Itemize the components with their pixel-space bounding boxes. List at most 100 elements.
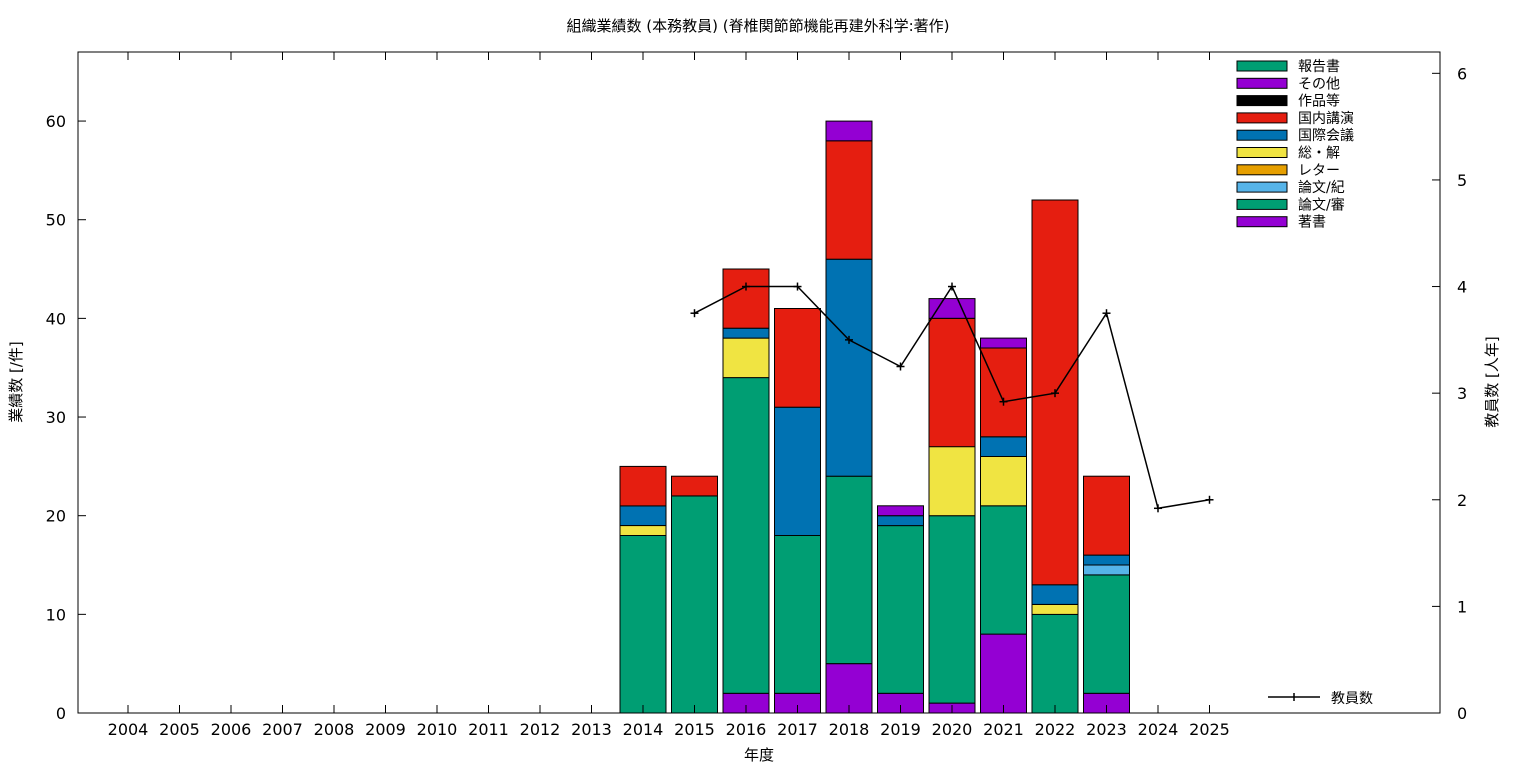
legend-swatch-国内講演 — [1236, 112, 1288, 124]
legend-label-teacher-count: 教員数 — [1331, 691, 1373, 707]
bar-2014-国際会議 — [619, 505, 667, 526]
x-tick-label: 2023 — [1086, 720, 1127, 739]
x-tick-label: 2013 — [571, 720, 612, 739]
legend-label-論文/紀: 論文/紀 — [1298, 180, 1345, 196]
bar-2023-論文/紀 — [1083, 564, 1130, 576]
x-tick-label: 2010 — [417, 720, 458, 739]
legend-label-作品等: 作品等 — [1298, 93, 1340, 110]
y-tick-label: 40 — [46, 309, 66, 328]
legend-label-国内講演: 国内講演 — [1298, 111, 1354, 127]
y2-tick-label: 1 — [1457, 597, 1467, 616]
y2-axis-title: 教員数 [人年] — [1483, 336, 1501, 427]
x-tick-label: 2006 — [211, 720, 252, 739]
legend-label-報告書: 報告書 — [1298, 59, 1340, 75]
bar-2022-総・解 — [1031, 604, 1079, 615]
chart-title: 組織業績数 (本務教員) (脊椎関節節機能再建外科学:著作) — [566, 17, 949, 35]
legend-swatch-レター — [1236, 164, 1288, 176]
bar-2017-国内講演 — [774, 308, 821, 408]
teacher-count-point-2022 — [1051, 389, 1059, 398]
bar-2015-国内講演 — [671, 475, 718, 497]
x-tick-label: 2011 — [468, 720, 509, 739]
legend-swatch-作品等 — [1236, 95, 1288, 107]
x-tick-label: 2019 — [880, 720, 921, 739]
x-tick-label: 2008 — [314, 720, 355, 739]
y2-tick-label: 5 — [1457, 171, 1467, 190]
legend-label-論文/審: 論文/審 — [1298, 197, 1345, 213]
x-tick-label: 2021 — [983, 720, 1024, 739]
teacher-count-point-2020 — [948, 282, 956, 291]
x-tick-label: 2018 — [829, 720, 870, 739]
x-tick-label: 2007 — [262, 720, 303, 739]
bar-2021-国際会議 — [980, 436, 1027, 457]
bar-2018-国内講演 — [825, 140, 873, 260]
bar-2023-国際会議 — [1083, 554, 1130, 566]
y-tick-label: 50 — [46, 211, 66, 230]
legend-label-国際会議: 国際会議 — [1298, 127, 1354, 144]
teacher-count-point-2015 — [690, 309, 699, 318]
legend-swatch-国際会議 — [1236, 129, 1288, 141]
y-axis-left: 0 10 20 30 40 50 60 — [46, 112, 86, 723]
y2-tick-label: 0 — [1457, 704, 1467, 723]
legend-label-著書: 著書 — [1298, 215, 1326, 231]
x-tick-label: 2005 — [159, 720, 200, 739]
legend-swatch-著書 — [1236, 216, 1288, 228]
bar-2014-国内講演 — [619, 465, 667, 507]
bar-2020-論文/審 — [928, 515, 976, 704]
bar-2023-論文/審 — [1083, 574, 1130, 694]
x-tick-label: 2012 — [520, 720, 561, 739]
legend-label-その他: その他 — [1298, 76, 1340, 92]
bar-2020-総・解 — [928, 446, 976, 517]
bars-layer — [619, 120, 1130, 714]
x-tick-label: 2014 — [623, 720, 664, 739]
teacher-count-point-2016 — [742, 282, 750, 291]
y2-tick-label: 6 — [1457, 64, 1467, 83]
bar-2022-国際会議 — [1031, 584, 1079, 605]
bar-2022-論文/審 — [1031, 613, 1079, 714]
legend-swatch-論文/審 — [1236, 198, 1288, 210]
x-tick-label: 2016 — [726, 720, 767, 739]
x-axis: 2004 2005 2006 2007 2008 2009 2010 2011 2012 2013… — [108, 52, 1230, 739]
y-tick-label: 30 — [46, 408, 66, 427]
bar-2016-国内講演 — [722, 268, 770, 329]
bar-2019-国際会議 — [877, 515, 924, 527]
bar-2016-論文/審 — [722, 377, 770, 694]
bar-2017-論文/審 — [774, 534, 821, 694]
bar-2020-その他 — [928, 298, 976, 319]
y-tick-label: 60 — [46, 112, 66, 131]
y-tick-label: 10 — [46, 605, 66, 624]
x-tick-label: 2022 — [1035, 720, 1076, 739]
y2-tick-label: 2 — [1457, 491, 1467, 510]
x-tick-label: 2020 — [932, 720, 973, 739]
teacher-count-point-2025 — [1205, 495, 1214, 504]
bar-2021-著書 — [980, 633, 1027, 714]
bar-2021-総・解 — [980, 456, 1027, 507]
y2-tick-label: 3 — [1457, 384, 1467, 403]
bar-2021-その他 — [980, 337, 1027, 349]
teacher-count-point-2018 — [845, 335, 853, 344]
bar-2021-論文/審 — [980, 505, 1027, 635]
bar-2019-論文/審 — [877, 525, 924, 694]
bar-2020-国内講演 — [928, 317, 976, 448]
teacher-count-point-2021 — [999, 397, 1008, 406]
x-tick-label: 2009 — [365, 720, 406, 739]
teacher-count-point-2024 — [1154, 504, 1162, 513]
bar-2016-国際会議 — [722, 327, 770, 339]
bar-2017-国際会議 — [774, 406, 821, 537]
legend-swatch-論文/紀 — [1236, 181, 1288, 193]
bar-2014-論文/審 — [619, 534, 667, 714]
bar-2015-論文/審 — [671, 495, 718, 714]
bar-2021-国内講演 — [980, 347, 1027, 438]
y-tick-label: 0 — [56, 704, 66, 723]
y2-tick-label: 4 — [1457, 278, 1467, 297]
teacher-count-point-2017 — [793, 282, 802, 291]
x-tick-label: 2017 — [777, 720, 818, 739]
x-tick-label: 2015 — [674, 720, 715, 739]
legend-swatch-報告書 — [1236, 60, 1288, 72]
bar-2014-総・解 — [619, 525, 667, 536]
y-tick-label: 20 — [46, 507, 66, 526]
teacher-count-point-2019 — [896, 362, 905, 371]
legend-label-総・解: 総・解 — [1298, 146, 1340, 162]
teacher-count-line-layer — [690, 282, 1214, 513]
x-tick-label: 2025 — [1189, 720, 1230, 739]
